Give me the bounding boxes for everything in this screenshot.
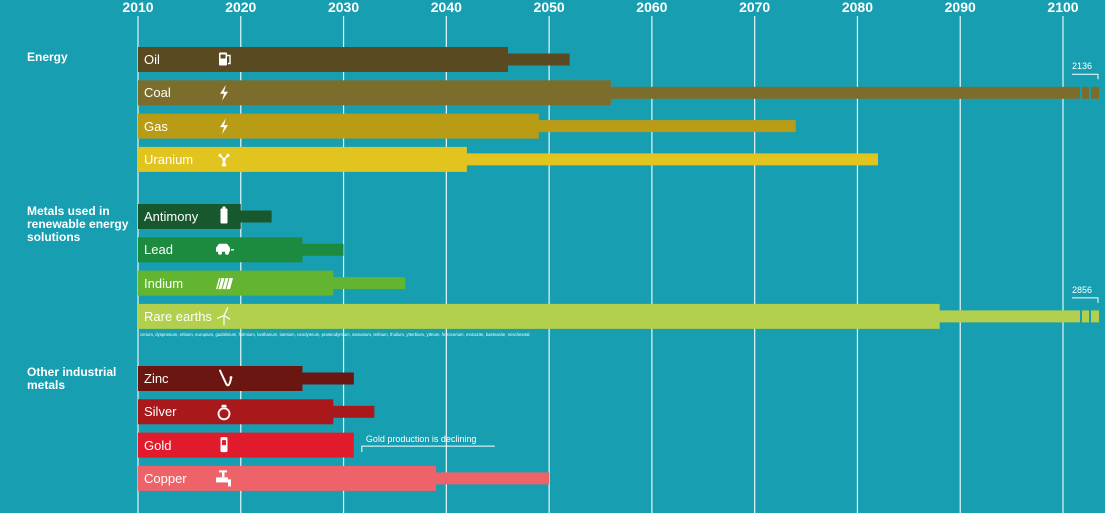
bar-label: Coal [144,85,171,101]
overflow-bracket [1072,73,1099,80]
lightning-icon [220,118,228,135]
solar-panel-icon [216,277,233,290]
bar-thick [138,47,508,72]
rare-earths-note: cerium, dysprosium, erbium, europium, ga… [140,331,530,337]
bar-overflow-segment [1082,310,1089,323]
bar-label: Lead [144,242,173,258]
lightning-icon [220,84,228,101]
tap-icon [216,470,231,487]
phone-icon [220,437,228,453]
bar-label: Silver [144,404,177,420]
group-label: Metals used in renewable energy solution… [27,204,129,244]
bar-thick [138,399,334,425]
x-tick-label: 2050 [533,0,565,15]
overflow-label: 2856 [1072,284,1093,295]
bar-thick [138,270,334,296]
x-tick-label: 2040 [430,0,462,15]
bar-thick [138,432,354,458]
electric-car-icon [216,243,234,255]
bar-label: Gold [144,437,172,453]
bar-label: Zinc [144,371,169,386]
x-tick-label: 2070 [739,0,771,15]
fuel-pump-icon [219,52,231,66]
overflow-label: 2136 [1072,61,1093,72]
x-tick-label: 2080 [841,0,874,15]
bar-label: Oil [144,52,160,67]
bar-label: Uranium [144,151,194,167]
bar-label: Copper [144,470,187,486]
x-tick-label: 2090 [944,0,976,15]
x-tick-label: 2020 [225,0,257,15]
bar-thick [138,113,539,139]
overflow-bracket [1072,297,1099,303]
bar-thick [138,465,437,491]
x-tick-label: 2030 [327,0,360,15]
bar-label: Indium [144,275,184,291]
ring-icon [217,404,231,421]
x-tick-label: 2100 [1047,0,1079,15]
bar-thick [138,80,611,106]
x-tick-label: 2060 [636,0,668,15]
bar-thick [138,303,940,329]
battery-icon [220,206,228,224]
bar-label: Antimony [144,209,199,224]
bar-label: Rare earths [144,308,212,324]
group-label: Other industrial metals [27,365,117,392]
group-label: Energy [27,50,68,64]
radiation-icon [218,153,230,167]
bar-overflow-segment [1091,310,1099,323]
bar-overflow-segment [1082,86,1089,99]
bar-overflow-segment [1091,86,1099,99]
x-tick-label: 2010 [122,0,154,15]
saxophone-icon [219,369,233,387]
bar-thick [138,146,467,172]
note-bracket [361,445,495,453]
gold-note: Gold production is declining [365,434,477,445]
bar-label: Gas [144,118,168,134]
wind-turbine-icon [216,307,231,326]
